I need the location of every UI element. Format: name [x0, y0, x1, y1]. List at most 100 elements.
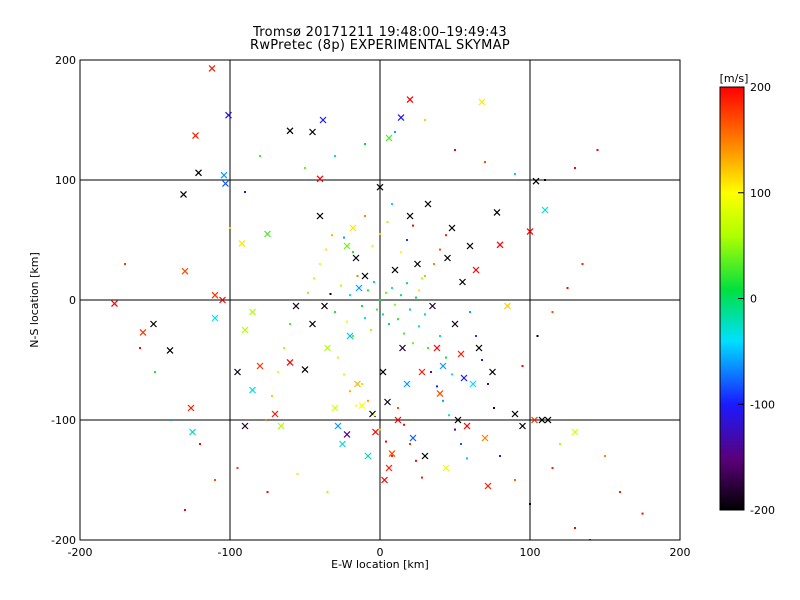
marker-stroke: [358, 402, 366, 410]
point-dot-marker: [469, 311, 471, 313]
marker-stroke: [403, 380, 411, 388]
point-dot-marker: [391, 203, 393, 205]
colorbar-tick-label: -100: [750, 398, 775, 411]
y-tick-label: 0: [69, 294, 76, 307]
point-dot-marker: [536, 335, 539, 337]
marker-stroke: [150, 320, 157, 328]
marker-stroke: [249, 308, 256, 316]
marker-stroke: [355, 284, 363, 292]
marker-stroke: [324, 344, 331, 352]
marker-stroke: [208, 64, 216, 72]
point-x-marker: [379, 368, 387, 376]
marker-stroke: [331, 404, 339, 412]
point-x-marker: [166, 346, 174, 354]
point-dot-marker: [373, 281, 375, 283]
marker-stroke: [409, 434, 417, 442]
point-dot-marker: [433, 263, 435, 265]
point-x-marker: [409, 434, 417, 442]
point-x-marker: [324, 344, 331, 352]
point-x-marker: [234, 368, 241, 376]
marker-stroke: [343, 242, 351, 250]
marker-stroke: [321, 302, 328, 310]
point-dot-marker: [370, 329, 372, 331]
marker-stroke: [571, 428, 579, 436]
point-x-marker: [241, 422, 249, 430]
point-x-marker: [433, 344, 441, 352]
point-x-marker: [208, 64, 216, 72]
point-dot-marker: [334, 155, 336, 157]
marker-stroke: [384, 398, 391, 406]
point-x-marker: [457, 350, 465, 358]
marker-stroke: [187, 404, 195, 412]
x-axis-label: E-W location [km]: [331, 558, 429, 571]
marker-stroke: [354, 380, 361, 388]
marker-stroke: [192, 132, 199, 140]
point-x-marker: [475, 344, 483, 352]
marker-stroke: [316, 175, 324, 183]
point-dot-marker: [484, 161, 486, 163]
point-dot-marker: [574, 167, 576, 169]
point-dot-marker: [325, 248, 327, 251]
x-tick-label: 0: [377, 546, 384, 559]
point-dot-marker: [424, 313, 426, 316]
y-axis-ticks: -200 -100 0 100 200: [51, 54, 680, 547]
point-x-marker: [339, 440, 346, 448]
point-dot-marker: [124, 263, 126, 265]
point-dot-marker: [331, 234, 333, 237]
point-dot-marker: [379, 428, 381, 431]
marker-stroke: [504, 302, 511, 310]
chart-subtitle: RwPretec (8p) EXPERIMENTAL SKYMAP: [249, 38, 510, 53]
marker-stroke: [460, 374, 468, 382]
point-dot-marker: [352, 335, 354, 337]
point-dot-marker: [521, 365, 524, 367]
point-x-marker: [139, 328, 147, 336]
marker-stroke: [309, 320, 316, 328]
point-x-marker: [472, 266, 480, 274]
point-dot-marker: [229, 227, 231, 229]
point-dot-marker: [356, 275, 359, 277]
point-dot-marker: [400, 251, 402, 253]
point-dot-marker: [379, 299, 381, 301]
point-dot-marker: [397, 407, 399, 409]
point-x-marker: [469, 380, 477, 388]
x-tick-label: 200: [670, 546, 691, 559]
marker-stroke: [478, 98, 486, 106]
marker-stroke: [249, 386, 256, 394]
point-x-marker: [264, 230, 271, 238]
marker-stroke: [489, 368, 496, 376]
point-dot-marker: [265, 419, 267, 421]
point-dot-marker: [236, 467, 239, 469]
marker-stroke: [457, 350, 465, 358]
marker-stroke: [271, 410, 279, 418]
marker-stroke: [379, 368, 387, 376]
point-x-marker: [444, 254, 451, 262]
marker-stroke: [219, 296, 226, 304]
point-dot-marker: [412, 224, 414, 227]
point-dot-marker: [349, 294, 351, 297]
point-x-marker: [249, 386, 256, 394]
point-x-marker: [358, 402, 366, 410]
point-x-marker: [532, 177, 540, 185]
point-x-marker: [238, 240, 246, 248]
point-x-marker: [249, 308, 256, 316]
marker-stroke: [372, 428, 379, 436]
marker-stroke: [222, 180, 229, 188]
marker-stroke: [195, 169, 202, 177]
y-tick-label: -200: [51, 534, 76, 547]
point-dot-marker: [334, 311, 336, 313]
point-x-marker: [439, 362, 447, 370]
marker-stroke: [211, 291, 219, 299]
point-x-marker: [448, 224, 456, 232]
marker-stroke: [381, 476, 388, 484]
marker-stroke: [421, 452, 429, 460]
y-tick-label: 100: [55, 174, 76, 187]
marker-stroke: [451, 320, 459, 328]
point-dot-marker: [445, 234, 447, 237]
point-x-marker: [424, 200, 432, 208]
marker-stroke: [352, 254, 360, 262]
point-x-marker: [352, 254, 360, 262]
point-dot-marker: [424, 275, 426, 277]
point-x-marker: [316, 212, 324, 220]
point-dot-marker: [367, 399, 369, 402]
point-x-marker: [451, 320, 459, 328]
